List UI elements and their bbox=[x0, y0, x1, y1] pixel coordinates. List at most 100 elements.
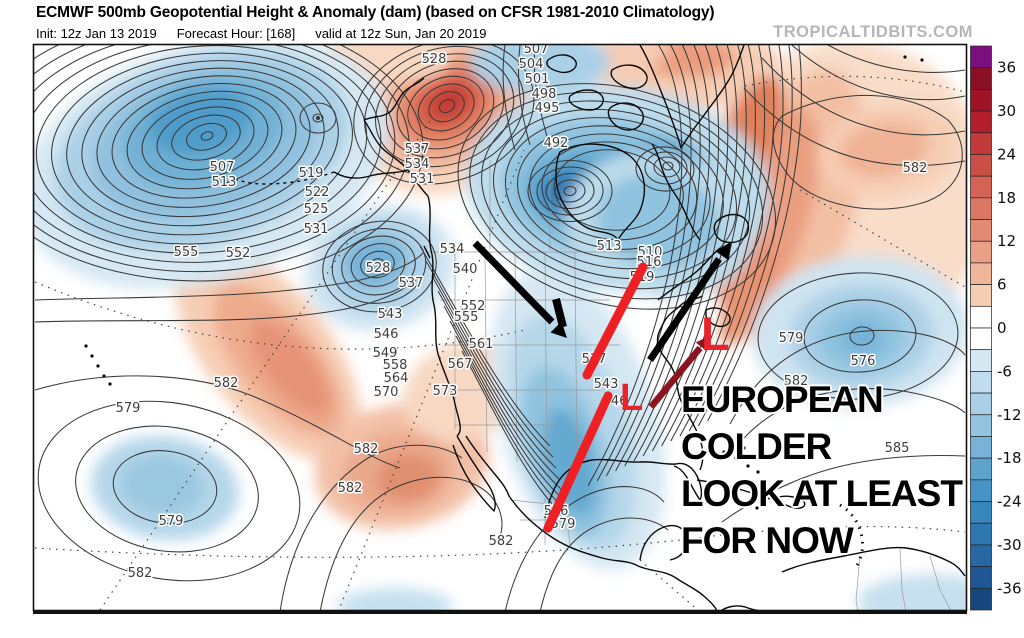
colorbar-tick-label: 0 bbox=[997, 319, 1007, 337]
coastline bbox=[656, 295, 704, 471]
contour-line bbox=[615, 45, 710, 472]
contour-label: 534 bbox=[440, 242, 465, 257]
chart-title: ECMWF 500mb Geopotential Height & Anomal… bbox=[36, 4, 715, 21]
coastline bbox=[781, 546, 966, 577]
red-trough-line-lower bbox=[543, 391, 613, 533]
border-line bbox=[574, 251, 578, 469]
coastline bbox=[719, 605, 763, 611]
island-dot bbox=[734, 456, 738, 460]
colorbar-tick-label: 30 bbox=[997, 102, 1016, 120]
coastline bbox=[546, 54, 577, 74]
coastline bbox=[607, 102, 644, 131]
annotation-arrows-layer bbox=[472, 240, 731, 533]
contour-ring bbox=[360, 250, 395, 279]
colorbar-tick-label: 18 bbox=[997, 189, 1016, 207]
contour-line bbox=[34, 251, 425, 301]
contour-ring bbox=[200, 131, 214, 141]
anomaly-blob bbox=[376, 453, 440, 503]
colorbar-segment bbox=[970, 414, 992, 437]
contour-label: 537 bbox=[399, 276, 424, 291]
contour-ring bbox=[417, 83, 475, 132]
contour-ring bbox=[541, 141, 684, 241]
contour-label: 522 bbox=[305, 185, 330, 200]
contour-label: 549 bbox=[373, 346, 398, 361]
colorbar-tick-label: 36 bbox=[997, 59, 1016, 77]
contour-ring bbox=[156, 106, 255, 171]
contour-line bbox=[736, 388, 966, 447]
contour-ring bbox=[374, 53, 515, 168]
contour-ring bbox=[517, 125, 711, 260]
contour-line bbox=[279, 444, 463, 611]
contour-label: 507 bbox=[524, 42, 549, 57]
island-dot bbox=[90, 354, 94, 358]
contour-line bbox=[504, 486, 665, 611]
contour-ring bbox=[51, 52, 353, 236]
colorbar-segment bbox=[970, 305, 992, 329]
coastline bbox=[423, 245, 431, 259]
contour-label: 543 bbox=[378, 307, 403, 322]
black-arrow-southeast-shaft bbox=[472, 240, 555, 325]
colorbar-tick-label: 24 bbox=[997, 145, 1016, 163]
colorbar-segment bbox=[970, 501, 992, 524]
black-arrow-southeast-head bbox=[550, 321, 567, 338]
coastline bbox=[705, 307, 731, 328]
contour-line bbox=[661, 45, 756, 447]
annotation-line-2: COLDER bbox=[681, 426, 832, 467]
colorbar-segment bbox=[970, 154, 992, 177]
contour-ring bbox=[469, 91, 764, 300]
border-line bbox=[564, 504, 571, 546]
contour-label: 567 bbox=[448, 357, 473, 372]
coastline bbox=[452, 435, 496, 512]
contour-label: 513 bbox=[212, 175, 237, 190]
anomaly-blob bbox=[839, 121, 929, 177]
contour-label: 582 bbox=[214, 376, 239, 391]
colorbar-segment bbox=[970, 457, 992, 481]
coastline bbox=[696, 479, 771, 500]
init-time: Init: 12z Jan 13 2019 bbox=[36, 26, 157, 41]
contour-line bbox=[419, 245, 551, 447]
contour-label: 582 bbox=[489, 534, 514, 549]
contour-ring bbox=[66, 60, 339, 227]
contour-ring bbox=[35, 45, 368, 245]
colorbar-tick-label: -36 bbox=[997, 579, 1022, 597]
colorbar-segment bbox=[970, 522, 992, 546]
colorbar-segment bbox=[970, 262, 992, 285]
coastline bbox=[637, 565, 718, 611]
contour-label: 507 bbox=[210, 160, 235, 175]
contour-label: 528 bbox=[366, 261, 391, 276]
contour-ring bbox=[171, 114, 241, 161]
contour-line bbox=[34, 277, 419, 323]
black-arrow-northeast-head bbox=[715, 242, 731, 261]
colorbar-segment bbox=[970, 175, 992, 199]
contour-ring bbox=[81, 67, 325, 218]
contour-ring bbox=[141, 98, 269, 180]
contour-line bbox=[431, 275, 557, 469]
contour-ring bbox=[563, 185, 577, 197]
border-line bbox=[899, 547, 907, 611]
contour-line bbox=[605, 45, 701, 477]
contour-label: 582 bbox=[354, 442, 379, 457]
contour-ring bbox=[492, 108, 738, 280]
contour-label: 492 bbox=[544, 136, 569, 151]
contour-ring bbox=[428, 91, 465, 123]
contour-label: 564 bbox=[384, 371, 409, 386]
coastline bbox=[544, 458, 677, 519]
contour-ring bbox=[545, 172, 595, 210]
contour-ring bbox=[407, 75, 485, 141]
contour-line bbox=[517, 45, 531, 146]
site-watermark: TROPICALTIDBITS.COM bbox=[773, 23, 973, 41]
contour-ring bbox=[341, 235, 416, 296]
contour-label: 573 bbox=[433, 384, 458, 399]
coastline bbox=[610, 64, 648, 89]
colorbar-tick-label: 6 bbox=[997, 276, 1007, 294]
contour-label: 558 bbox=[383, 358, 408, 373]
contour-label: 540 bbox=[453, 262, 478, 277]
contour-label: 576 bbox=[851, 354, 876, 369]
island-dot bbox=[84, 344, 88, 348]
contour-line bbox=[743, 87, 966, 167]
island-dot bbox=[108, 382, 112, 386]
island-dot bbox=[742, 446, 746, 450]
coastline bbox=[555, 143, 645, 241]
